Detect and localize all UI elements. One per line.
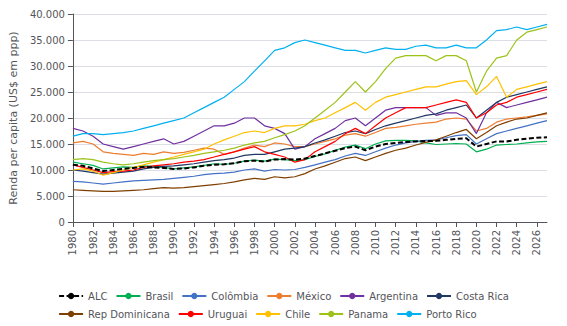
svg-text:Porto Rico: Porto Rico: [426, 309, 476, 320]
svg-text:1982: 1982: [88, 230, 99, 255]
svg-text:Panama: Panama: [348, 309, 388, 320]
svg-text:2020: 2020: [471, 230, 482, 255]
svg-text:1984: 1984: [108, 230, 119, 255]
svg-text:2024: 2024: [511, 230, 522, 255]
svg-text:1996: 1996: [229, 230, 240, 255]
svg-text:2010: 2010: [370, 230, 381, 255]
svg-text:Renda per capita (US$ em ppp): Renda per capita (US$ em ppp): [7, 31, 20, 204]
svg-text:ALC: ALC: [88, 291, 107, 302]
svg-text:México: México: [296, 291, 331, 302]
svg-text:30.000: 30.000: [30, 61, 65, 72]
svg-text:15.000: 15.000: [30, 139, 65, 150]
svg-text:Argentina: Argentina: [369, 291, 418, 302]
svg-text:0: 0: [59, 217, 65, 228]
svg-text:Chile: Chile: [285, 309, 310, 320]
svg-text:1998: 1998: [249, 230, 260, 255]
svg-text:2016: 2016: [431, 230, 442, 255]
svg-text:10.000: 10.000: [30, 165, 65, 176]
svg-text:2018: 2018: [451, 230, 462, 255]
svg-text:1994: 1994: [209, 230, 220, 255]
svg-text:2014: 2014: [410, 230, 421, 255]
svg-text:2026: 2026: [531, 230, 542, 255]
svg-text:Costa Rica: Costa Rica: [456, 291, 509, 302]
svg-text:2008: 2008: [350, 230, 361, 255]
svg-text:Colômbia: Colômbia: [211, 291, 258, 302]
svg-text:1986: 1986: [128, 230, 139, 255]
svg-text:Uruguai: Uruguai: [208, 309, 247, 320]
svg-text:2002: 2002: [289, 230, 300, 255]
svg-text:1980: 1980: [67, 230, 78, 255]
svg-text:40.000: 40.000: [30, 9, 65, 20]
svg-text:20.000: 20.000: [30, 113, 65, 124]
svg-text:1990: 1990: [168, 230, 179, 255]
svg-text:Brasil: Brasil: [145, 291, 173, 302]
svg-text:2004: 2004: [309, 230, 320, 255]
svg-text:5.000: 5.000: [36, 191, 65, 202]
svg-text:2022: 2022: [491, 230, 502, 255]
svg-text:2012: 2012: [390, 230, 401, 255]
svg-text:1992: 1992: [188, 230, 199, 255]
svg-text:25.000: 25.000: [30, 87, 65, 98]
svg-text:2006: 2006: [330, 230, 341, 255]
svg-text:1988: 1988: [148, 230, 159, 255]
svg-text:35.000: 35.000: [30, 35, 65, 46]
svg-text:Rep Dominicana: Rep Dominicana: [88, 309, 170, 320]
svg-text:2000: 2000: [269, 230, 280, 255]
